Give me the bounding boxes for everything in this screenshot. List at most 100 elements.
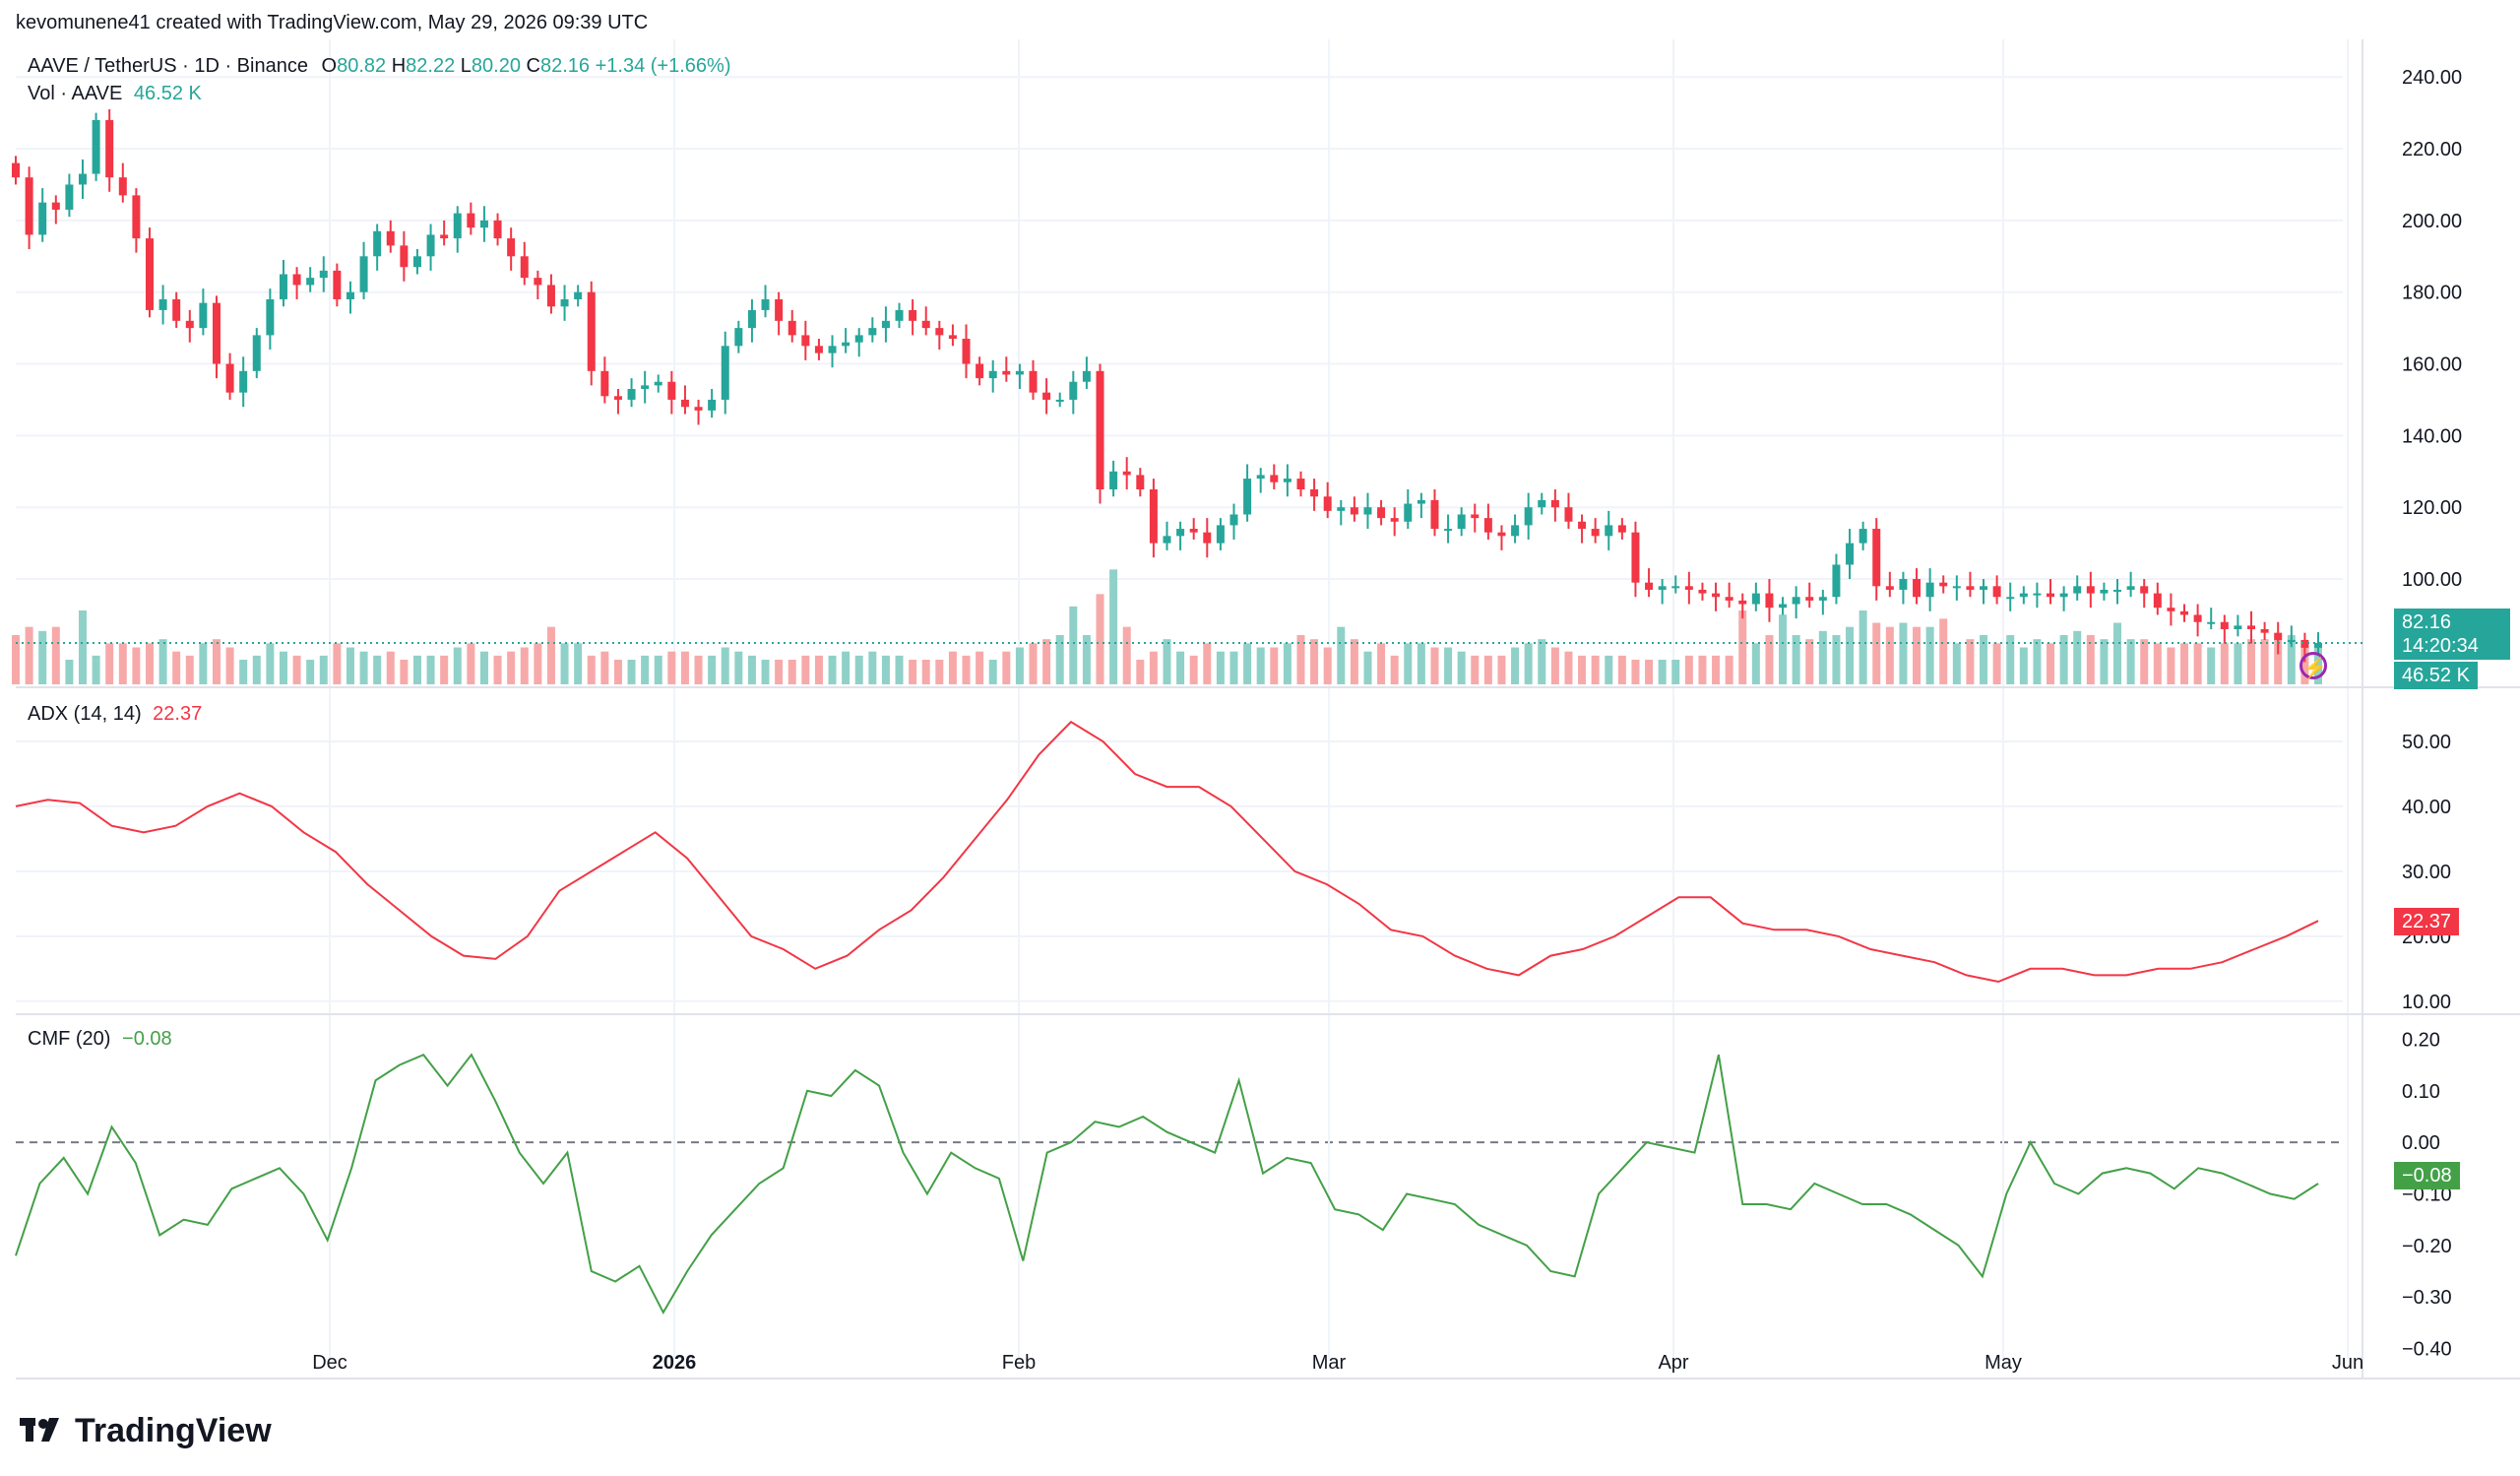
adx-badge: 22.37 <box>2394 908 2460 935</box>
volume-label[interactable]: Vol · AAVE <box>28 83 123 104</box>
candle-body <box>1149 488 1158 544</box>
candle-body <box>1899 579 1908 590</box>
volume-bar <box>1805 639 1814 684</box>
volume-bar <box>881 655 890 684</box>
volume-bar <box>38 630 47 684</box>
volume-bar <box>2247 639 2256 684</box>
candle-body <box>1511 525 1520 537</box>
volume-bar <box>1779 614 1788 684</box>
candle-body <box>1256 475 1265 480</box>
volume-bar <box>1992 643 2001 684</box>
candle-body <box>306 278 315 286</box>
candle-body <box>1457 514 1466 530</box>
candle-body <box>2274 632 2283 640</box>
candle-body <box>493 220 502 239</box>
candle-body <box>346 291 354 299</box>
volume-bar <box>1430 647 1439 684</box>
price-tick-label: 240.00 <box>2402 67 2462 89</box>
volume-bar <box>1605 655 1613 684</box>
candle-body <box>1109 471 1118 489</box>
candle-body <box>1738 600 1747 605</box>
volume-bar <box>1765 635 1774 684</box>
candle-body <box>1564 507 1573 522</box>
candle-body <box>1631 532 1640 583</box>
candle-body <box>1243 479 1252 515</box>
price-candles <box>12 108 2362 663</box>
candle-body <box>788 320 796 336</box>
candle-body <box>1818 597 1827 601</box>
grid-lines <box>16 39 2349 1359</box>
volume-bar <box>1980 635 1988 684</box>
candle-body <box>2100 589 2109 594</box>
volume-bar <box>212 639 220 684</box>
candle-body <box>92 119 100 174</box>
volume-bar <box>292 655 301 684</box>
volume-bar <box>1925 626 1934 684</box>
candle-body <box>1015 370 1024 375</box>
candle-body <box>1765 593 1774 609</box>
volume-bar <box>1591 655 1600 684</box>
volume-bar <box>574 643 583 684</box>
volume-bar <box>641 655 650 684</box>
candle-body <box>1471 514 1480 519</box>
candle-body <box>333 270 342 299</box>
candle-body <box>708 399 717 411</box>
volume-bar <box>842 651 850 684</box>
adx-tick-label: 30.00 <box>2402 862 2451 883</box>
volume-bar <box>479 651 488 684</box>
volume-bar <box>1363 651 1372 684</box>
low-value: 80.20 <box>471 55 521 77</box>
candle-body <box>1323 496 1332 511</box>
cmf-label[interactable]: CMF (20) <box>28 1028 111 1050</box>
candle-body <box>2126 586 2135 590</box>
volume-bar <box>158 639 167 684</box>
volume-bar <box>1163 639 1171 684</box>
candle-body <box>1216 525 1225 544</box>
candle-body <box>1029 370 1038 393</box>
candle-body <box>118 177 127 196</box>
volume-bar <box>1096 594 1104 684</box>
volume-bar <box>199 643 208 684</box>
volume-bar <box>172 651 181 684</box>
candle-body <box>1805 597 1814 601</box>
time-tick-label: Feb <box>1002 1352 1036 1374</box>
volume-bar <box>319 655 328 684</box>
symbol-name[interactable]: AAVE / TetherUS · 1D · Binance <box>28 55 308 77</box>
volume-bar <box>534 643 542 684</box>
price-tick-label: 160.00 <box>2402 354 2462 376</box>
volume-bar <box>2100 639 2109 684</box>
volume-bar <box>145 643 154 684</box>
candle-body <box>1913 579 1922 598</box>
volume-bar <box>962 655 971 684</box>
volume-bar <box>333 643 342 684</box>
attribution: kevomunene41 created with TradingView.co… <box>16 12 649 33</box>
adx-label[interactable]: ADX (14, 14) <box>28 703 142 725</box>
candle-body <box>1939 582 1948 587</box>
volume-bar <box>1725 655 1733 684</box>
volume-bar <box>1631 660 1640 684</box>
candle-body <box>1042 392 1051 400</box>
candle-body <box>2260 629 2269 633</box>
candle-body <box>654 381 662 386</box>
volume-bar <box>65 660 74 684</box>
volume-bar <box>1511 647 1520 684</box>
candle-body <box>359 256 368 292</box>
candle-body <box>1779 604 1788 609</box>
volume-bar <box>1939 618 1948 684</box>
volume-bar <box>1966 639 1975 684</box>
volume-bar <box>1658 660 1667 684</box>
volume-bar <box>1738 610 1747 684</box>
volume-bar <box>600 651 609 684</box>
bolt-icon[interactable]: ⚡ <box>2300 652 2327 679</box>
volume-bar <box>346 647 354 684</box>
candle-body <box>1136 475 1145 489</box>
volume-bar <box>1136 660 1145 684</box>
candle-body <box>1404 503 1413 522</box>
volume-bar <box>185 655 194 684</box>
candle-body <box>613 396 622 400</box>
volume-bar <box>2059 635 2068 684</box>
volume-bar <box>1323 647 1332 684</box>
volume-bar <box>854 655 863 684</box>
cmf-tick-label: 0.10 <box>2402 1081 2440 1103</box>
volume-bar <box>788 660 796 684</box>
